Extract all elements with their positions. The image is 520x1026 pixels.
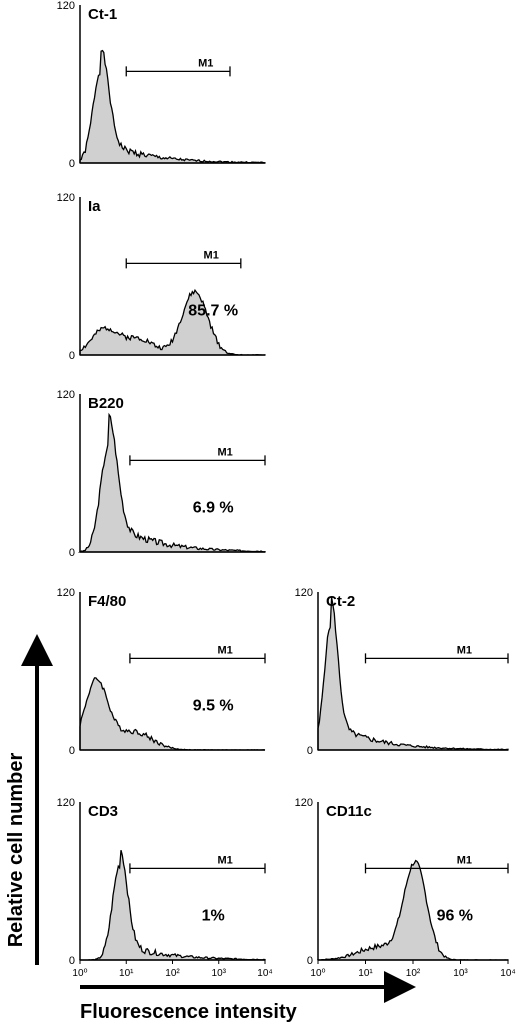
histogram-panel-b220: 0 120 B220 M1 6.9 %	[57, 389, 266, 559]
m1-label: M1	[198, 57, 213, 69]
m1-label: M1	[457, 854, 472, 866]
x-tick-label: 10²	[406, 968, 421, 979]
m1-gate-marker: M1	[125, 249, 242, 269]
x-tick-label: 10¹	[119, 968, 134, 979]
histogram-curve	[79, 288, 266, 356]
percent-label: 85.7 %	[188, 303, 238, 320]
y-tick-label: 0	[69, 547, 75, 559]
x-tick-label: 10⁴	[500, 968, 515, 979]
histogram-panel-f480: 0 120 F4/80 M1 9.5 %	[57, 587, 266, 757]
x-axis-label: Fluorescence intensity	[80, 1001, 298, 1023]
histogram-curve	[79, 850, 266, 961]
x-tick-label: 10¹	[358, 968, 373, 979]
histogram-curve	[317, 859, 509, 961]
x-tick-label: 10³	[453, 968, 468, 979]
histogram-panel-ct2: 0 120 Ct-2 M1	[295, 587, 509, 757]
panel-title: Ia	[88, 198, 101, 215]
histogram-curve	[77, 412, 266, 553]
panel-title: B220	[88, 395, 124, 412]
y-tick-label: 0	[69, 745, 75, 757]
percent-label: 9.5 %	[193, 698, 234, 715]
y-tick-label: 120	[57, 797, 75, 809]
panel-title: Ct-2	[326, 593, 355, 610]
y-tick-label: 120	[57, 192, 75, 204]
m1-gate-marker: M1	[129, 854, 266, 874]
m1-label: M1	[457, 644, 472, 656]
histogram-panel-ct1: 0 120 Ct-1 M1	[57, 0, 266, 170]
histogram-panel-cd11c: 0 120 CD11c M1 96 % 10⁰ 10¹ 10² 10³ 10⁴	[295, 797, 516, 979]
percent-label: 6.9 %	[193, 500, 234, 517]
m1-gate-marker: M1	[364, 854, 509, 874]
y-tick-label: 120	[57, 587, 75, 599]
m1-gate-marker: M1	[129, 644, 266, 664]
x-tick-label: 10⁰	[310, 968, 325, 979]
y-tick-label: 120	[295, 587, 313, 599]
m1-gate-marker: M1	[364, 644, 509, 664]
y-tick-label: 0	[307, 955, 313, 967]
histogram-panel-ia: 0 120 Ia M1 85.7 %	[57, 192, 266, 362]
histogram-panel-cd3: 0 120 CD3 M1 1% 10⁰ 10¹ 10² 10³ 10⁴	[57, 797, 273, 979]
y-tick-label: 120	[57, 0, 75, 12]
percent-label: 1%	[202, 908, 225, 925]
x-tick-label: 10⁴	[257, 968, 272, 979]
m1-gate-marker: M1	[129, 446, 266, 466]
y-tick-label: 0	[69, 955, 75, 967]
histogram-curve	[79, 49, 266, 164]
histogram-curve	[317, 597, 509, 751]
x-tick-label: 10³	[212, 968, 227, 979]
m1-label: M1	[217, 854, 232, 866]
panel-title: F4/80	[88, 593, 126, 610]
m1-label: M1	[204, 249, 219, 261]
y-axis-label: Relative cell number	[5, 753, 27, 948]
panel-title: CD3	[88, 803, 118, 820]
y-tick-label: 0	[69, 350, 75, 362]
m1-gate-marker: M1	[125, 57, 231, 77]
percent-label: 96 %	[437, 908, 473, 925]
y-tick-label: 0	[69, 158, 75, 170]
m1-label: M1	[217, 644, 232, 656]
m1-label: M1	[217, 446, 232, 458]
y-tick-label: 120	[295, 797, 313, 809]
y-tick-label: 120	[57, 389, 75, 401]
y-tick-label: 0	[307, 745, 313, 757]
panel-title: CD11c	[326, 803, 372, 820]
panel-title: Ct-1	[88, 6, 117, 23]
x-tick-label: 10⁰	[72, 968, 87, 979]
histogram-curve	[79, 677, 266, 751]
x-tick-label: 10²	[165, 968, 180, 979]
